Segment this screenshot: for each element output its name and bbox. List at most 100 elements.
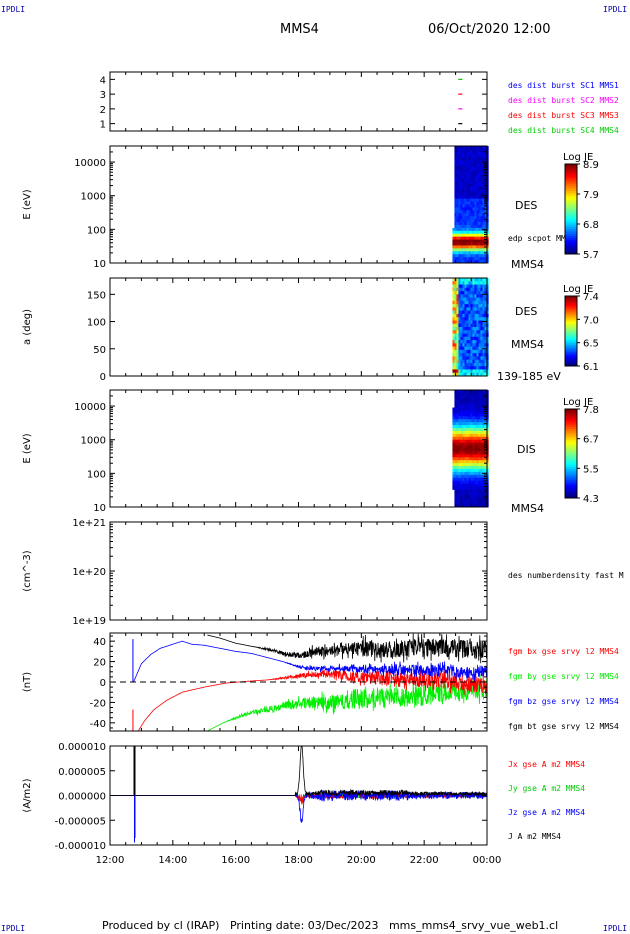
dis-energy-spectrogram-cell [462, 451, 465, 455]
dis-energy-spectrogram-cell [486, 489, 489, 493]
dis-energy-spectrogram-cell [454, 457, 457, 461]
des-pitch-spectrogram-cell [484, 281, 487, 285]
des-pitch-spectrogram-cell [478, 336, 481, 341]
des-energy-spectrogram-cell [476, 213, 479, 217]
dis-energy-spectrogram-cell [472, 463, 475, 467]
des-energy-spectrogram-cell [462, 160, 465, 164]
des-pitch-spectrogram-cell [482, 359, 485, 364]
des-energy-spectrogram-cell [486, 204, 489, 208]
des-energy-spectrogram-cell [456, 148, 459, 153]
dis-energy-spectrogram-cell [458, 457, 461, 461]
dis-energy-spectrogram-cell [468, 486, 471, 490]
des-energy-spectrogram-cell [466, 248, 469, 252]
dis-energy-spectrogram-cell [456, 410, 459, 414]
dis-energy-spectrogram-cell [474, 428, 477, 432]
des-energy-spectrogram-cell [486, 213, 489, 217]
des-energy-spectrogram-cell [484, 146, 487, 150]
dis-energy-colorbar-cell [565, 495, 577, 499]
des-pitch-spectrogram-cell [474, 284, 477, 289]
des-energy-spectrogram-cell [460, 175, 463, 179]
des-energy-spectrogram-cell [484, 175, 487, 179]
dis-energy-spectrogram-cell [466, 451, 469, 455]
dis-energy-spectrogram-cell [472, 428, 475, 432]
dis-energy-spectrogram-cell [460, 392, 463, 397]
des-energy-spectrogram-cell [466, 204, 469, 208]
des-pitch-spectrogram-cell [466, 343, 469, 347]
des-pitch-colorbar-cell [565, 352, 577, 355]
x-tick-label: 18:00 [284, 855, 313, 866]
des-energy-spectrogram-cell [480, 260, 483, 264]
des-energy-spectrogram-cell [468, 169, 471, 173]
dis-energy-label: DIS [517, 443, 536, 456]
des-energy-spectrogram-cell [484, 148, 487, 153]
des-energy-spectrogram-cell [486, 227, 489, 232]
des-pitch-spectrogram-cell [474, 333, 477, 338]
dis-energy-spectrogram-cell [482, 422, 485, 426]
dis-energy-spectrogram-cell [470, 468, 473, 473]
current-legend-entry: Jz gse A m2 MMS4 [508, 808, 585, 817]
dis-energy-spectrogram-cell [484, 492, 487, 496]
des-energy-spectrogram-cell [484, 172, 487, 176]
des-energy-spectrogram-cell [462, 251, 465, 255]
dis-energy-spectrogram-cell [484, 468, 487, 473]
des-energy-spectrogram-cell [486, 189, 489, 194]
dis-energy-spectrogram-cell [476, 463, 479, 467]
des-energy-spectrogram-cell [482, 239, 485, 243]
des-pitch-spectrogram-cell [458, 343, 461, 347]
des-energy-spectrogram-cell [486, 181, 489, 185]
dis-energy-spectrogram-cell [452, 457, 455, 461]
des-energy-spectrogram-cell [466, 222, 469, 226]
des-energy-spectrogram-cell [464, 186, 467, 191]
des-pitch-spectrogram-cell [470, 287, 473, 292]
des-pitch-spectrogram-cell [470, 320, 473, 325]
des-energy-spectrogram-cell [470, 201, 473, 205]
des-energy-spectrogram-cell [472, 198, 475, 202]
des-energy-spectrogram-cell [482, 216, 485, 220]
dis-energy-spectrogram-cell [486, 430, 489, 435]
dis-energy-spectrogram-cell [478, 448, 481, 452]
dis-energy-spectrogram-cell [470, 404, 473, 408]
dis-energy-spectrogram-cell [476, 425, 479, 429]
dis-energy-spectrogram-cell [454, 501, 457, 505]
des-pitch-spectrogram-cell [472, 359, 475, 364]
dis-energy-spectrogram-cell [486, 390, 489, 394]
des-energy-spectrogram-cell [476, 166, 479, 170]
des-pitch-spectrogram-cell [464, 346, 467, 351]
des-energy-spectrogram-cell [480, 207, 483, 211]
dis-energy-spectrogram-cell [484, 501, 487, 505]
des-energy-spectrogram-cell [474, 222, 477, 226]
des-pitch-spectrogram-cell [466, 362, 469, 367]
des-pitch-spectrogram-cell [460, 323, 463, 328]
des-pitch-spectrogram-cell [484, 327, 487, 331]
dis-energy-y-tick-label: 1000 [81, 436, 106, 447]
des-energy-spectrogram-cell [452, 248, 455, 252]
dis-energy-spectrogram-cell [464, 416, 467, 420]
dis-energy-spectrogram-cell [482, 457, 485, 461]
dis-energy-spectrogram-cell [454, 492, 457, 496]
des-pitch-spectrogram-cell [482, 294, 485, 298]
des-energy-spectrogram-cell [472, 219, 475, 223]
dis-energy-spectrogram-cell [456, 445, 459, 449]
dis-energy-spectrogram-cell [452, 477, 455, 482]
des-pitch-spectrogram-cell [476, 281, 479, 285]
dis-energy-spectrogram-cell [484, 436, 487, 441]
des-pitch-spectrogram-cell [458, 320, 461, 325]
dis-energy-colorbar-cell [565, 422, 577, 426]
dis-energy-spectrogram-cell [478, 425, 481, 429]
dis-energy-spectrogram-cell [474, 401, 477, 406]
bfield-y-tick-label: -20 [90, 698, 106, 709]
bfield-line-bt [207, 633, 487, 664]
dis-energy-spectrogram-cell [458, 410, 461, 414]
bfield-line-bz [133, 640, 487, 683]
des-pitch-spectrogram-cell [454, 300, 457, 305]
dis-energy-spectrogram-cell [472, 445, 475, 449]
bfield-legend-entry: fgm bt gse srvy l2 MMS4 [508, 722, 619, 731]
dis-energy-spectrogram-cell [472, 492, 475, 496]
des-pitch-spectrogram-cell [462, 369, 465, 374]
des-pitch-spectrogram-cell [472, 287, 475, 292]
des-pitch-spectrogram-cell [460, 333, 463, 338]
dis-energy-spectrogram-cell [460, 451, 463, 455]
des-pitch-spectrogram-cell [486, 359, 489, 364]
des-pitch-spectrogram-cell [454, 343, 457, 347]
dis-energy-spectrogram-cell [474, 495, 477, 499]
